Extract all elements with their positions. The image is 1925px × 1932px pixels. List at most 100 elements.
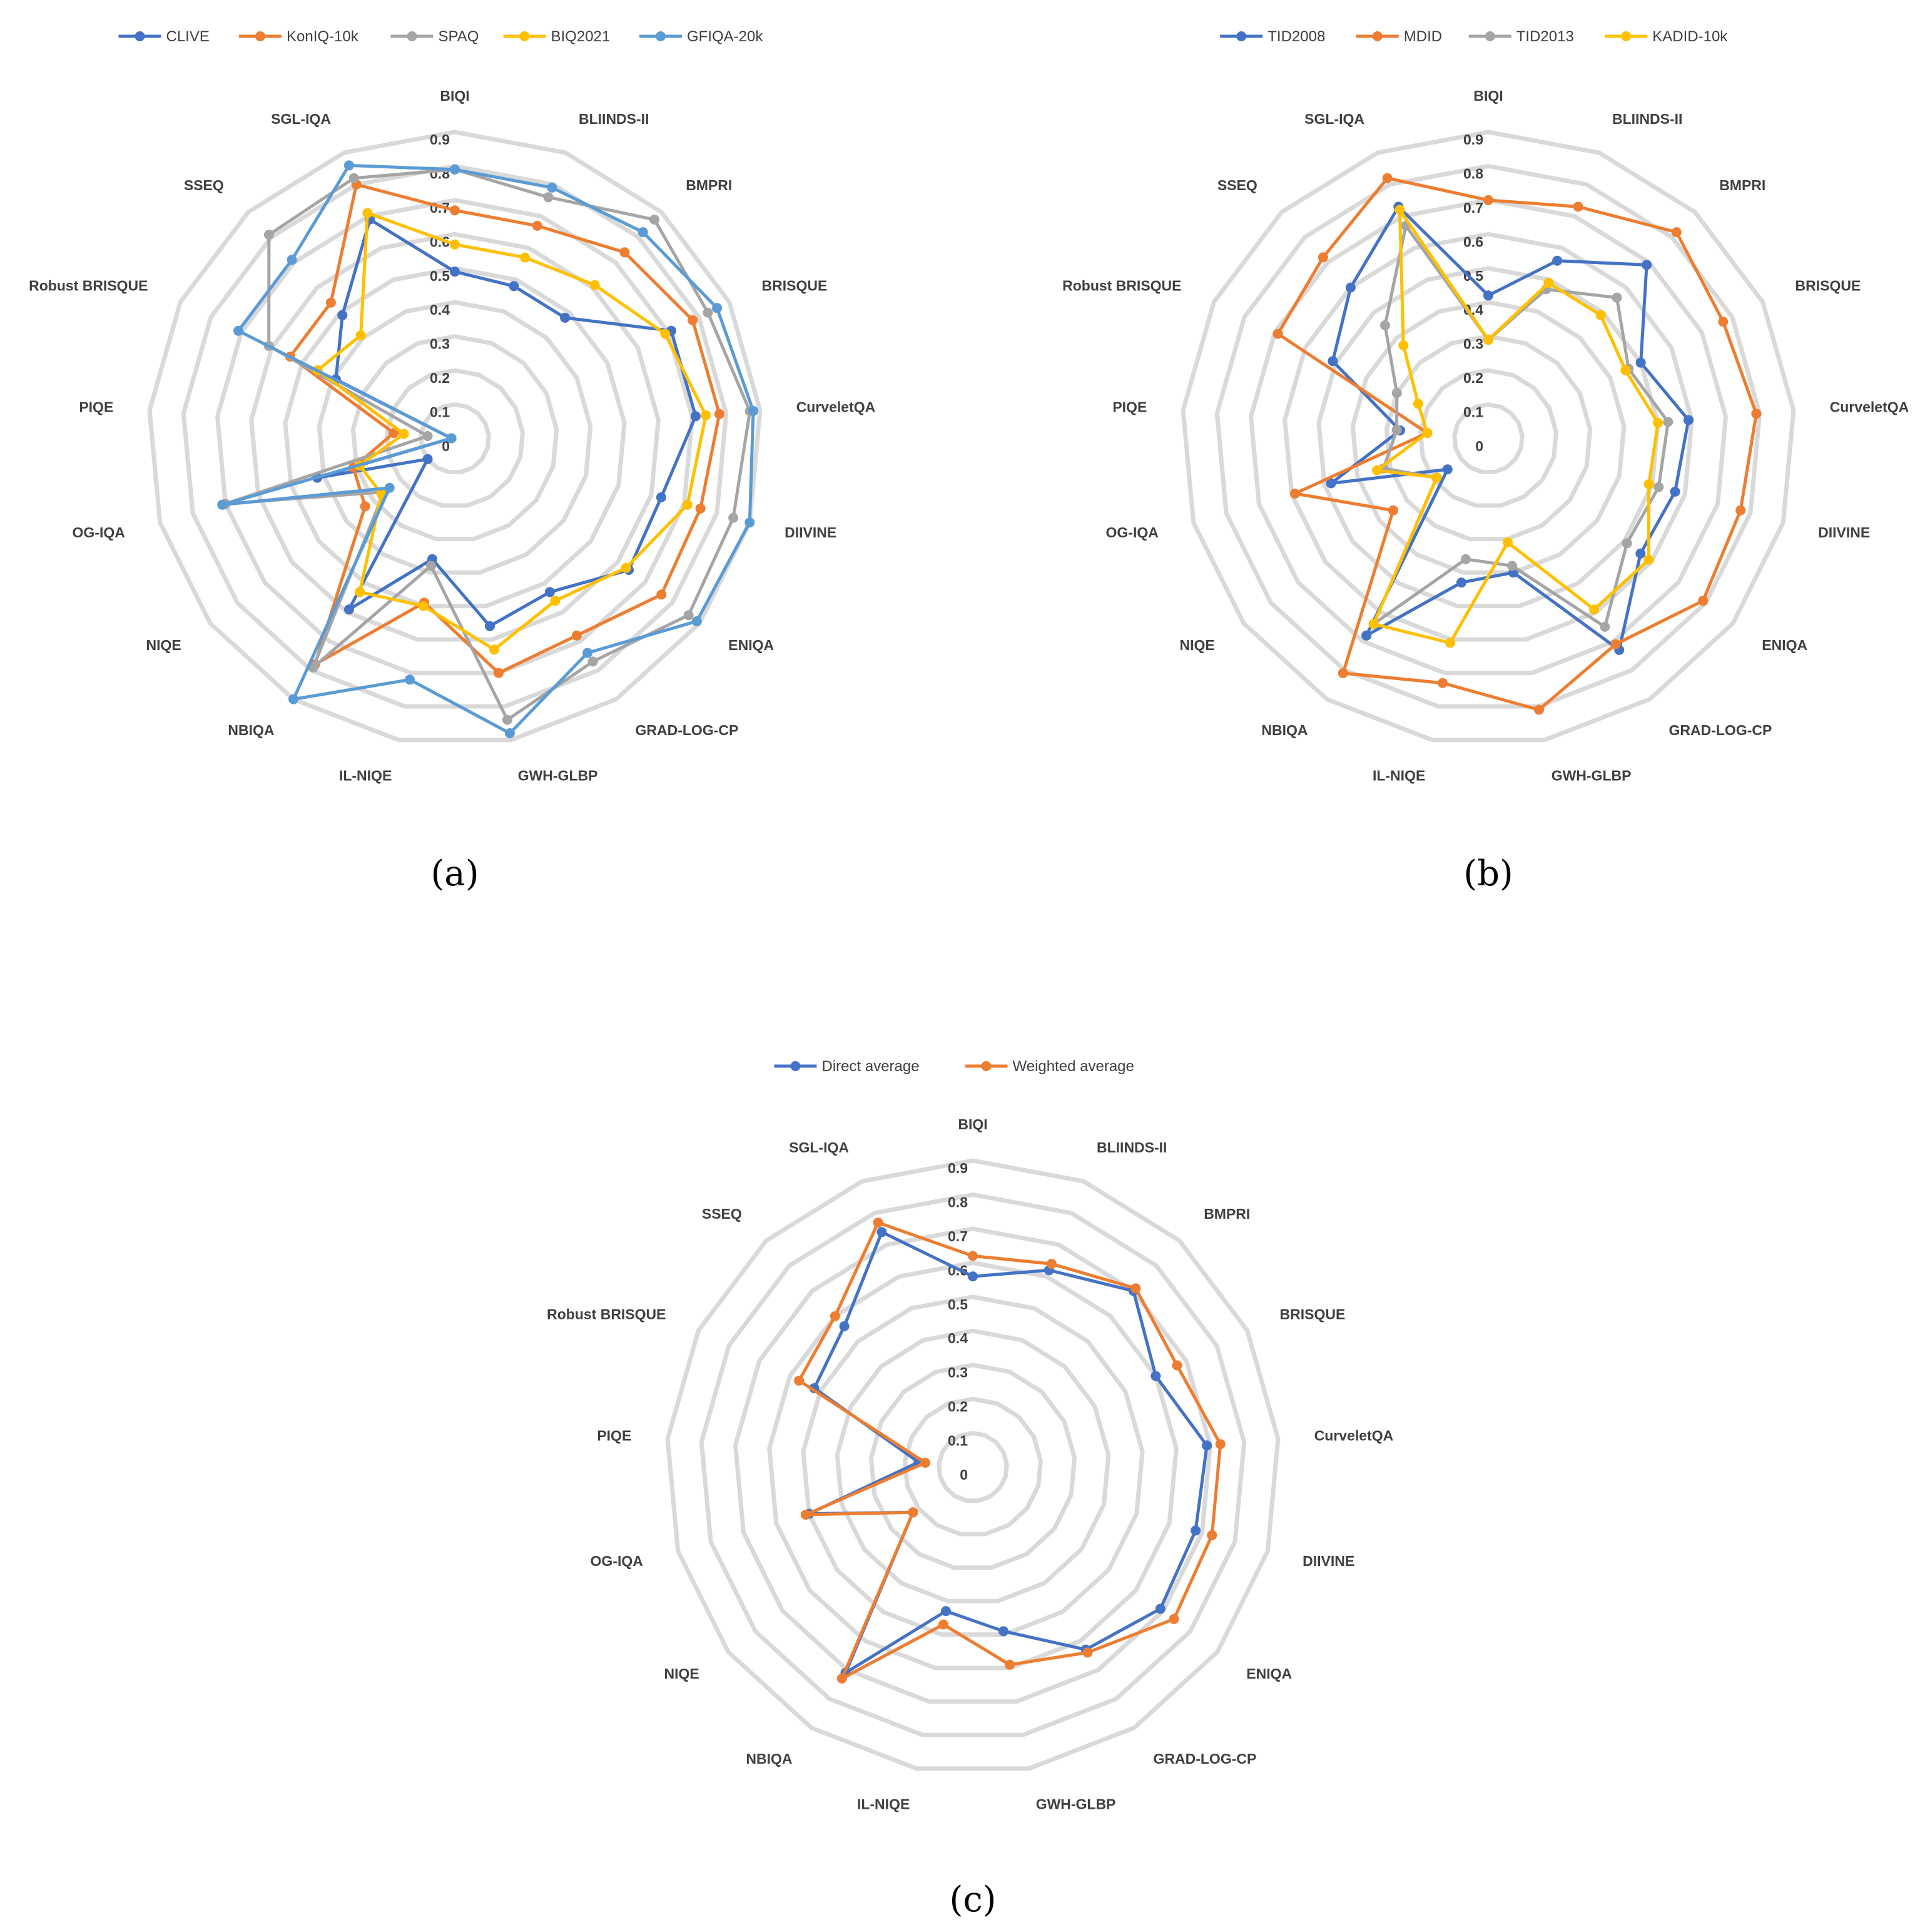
- grid-ring: [903, 1396, 1043, 1537]
- legend-item-kadid-10k: KADID-10k: [1605, 28, 1728, 45]
- data-point: [1483, 195, 1493, 205]
- axis-label-gwh-glbp: GWH-GLBP: [1036, 1796, 1116, 1813]
- data-point: [450, 205, 460, 216]
- data-point: [1361, 630, 1372, 641]
- tick-label: 0: [960, 1467, 968, 1483]
- legend-marker: [1236, 31, 1247, 41]
- data-point: [714, 409, 724, 419]
- data-point: [422, 431, 433, 441]
- grid-ring: [1214, 163, 1762, 709]
- grid-ring: [181, 163, 729, 709]
- data-point: [544, 587, 555, 597]
- data-point: [938, 1619, 948, 1630]
- data-point: [587, 656, 598, 667]
- data-point: [384, 482, 395, 493]
- data-point: [337, 310, 348, 320]
- data-point: [520, 252, 531, 263]
- data-point: [1483, 335, 1493, 345]
- grid-ring: [835, 1328, 1111, 1604]
- data-point: [389, 428, 399, 438]
- axis-label-curveletqa: CurveletQA: [1314, 1427, 1394, 1443]
- data-point: [355, 330, 366, 340]
- legend-marker: [981, 1061, 992, 1071]
- grid-ring: [665, 1158, 1281, 1771]
- data-point: [263, 230, 274, 240]
- data-point: [1445, 638, 1455, 648]
- data-point: [656, 589, 667, 600]
- grid-ring: [1452, 402, 1525, 474]
- tick-label: 0.3: [430, 336, 450, 352]
- data-point: [1391, 425, 1402, 435]
- data-point: [550, 596, 561, 606]
- axis-label-niqe: NIQE: [664, 1665, 699, 1682]
- axis-label-robust-brisque: Robust BRISQUE: [1062, 278, 1181, 294]
- data-point: [619, 247, 630, 258]
- data-point: [1653, 482, 1664, 492]
- data-point: [1155, 1604, 1166, 1614]
- data-point: [968, 1251, 978, 1261]
- data-point: [399, 429, 409, 439]
- data-point: [1046, 1259, 1057, 1269]
- legend-marker: [1621, 31, 1632, 41]
- grid-ring: [1249, 198, 1728, 676]
- axis-label-biqi: BIQI: [440, 88, 469, 104]
- data-point: [908, 1507, 918, 1518]
- data-point: [582, 648, 593, 658]
- data-point: [1735, 505, 1746, 516]
- data-point: [649, 215, 660, 225]
- data-point: [450, 267, 460, 277]
- data-point: [876, 1227, 887, 1238]
- series-direct-average: [804, 1227, 1212, 1678]
- data-point: [660, 328, 671, 339]
- data-point: [1683, 415, 1694, 425]
- grid-ring: [767, 1260, 1179, 1670]
- data-point: [830, 1311, 840, 1321]
- legend-label: CLIVE: [166, 28, 210, 45]
- data-point: [360, 501, 370, 512]
- data-point: [748, 405, 759, 416]
- series-line: [223, 168, 752, 721]
- axis-label-piqe: PIQE: [1112, 399, 1147, 415]
- grid-ring: [283, 266, 627, 609]
- legend-label: MDID: [1404, 28, 1442, 45]
- data-point: [450, 164, 460, 175]
- axis-label-grad-log-cp: GRAD-LOG-CP: [1154, 1751, 1257, 1767]
- data-point: [1670, 486, 1680, 497]
- data-point: [701, 410, 711, 420]
- data-point: [405, 674, 415, 685]
- axis-label-il-niqe: IL-NIQE: [857, 1796, 910, 1813]
- legend: CLIVE KonIQ-10k SPAQ BIQ2021 GFIQA-20k: [118, 28, 763, 45]
- axis-label-diivine: DIIVINE: [785, 524, 836, 541]
- legend-label: TID2013: [1516, 28, 1574, 45]
- data-point: [1600, 621, 1610, 632]
- data-point: [446, 433, 457, 444]
- panel-label: (b): [1463, 853, 1513, 894]
- axis-label-biqi: BIQI: [1473, 88, 1503, 104]
- data-point: [1438, 678, 1448, 688]
- data-point: [800, 1510, 811, 1520]
- axis-label-gwh-glbp: GWH-GLBP: [1552, 768, 1632, 784]
- data-point: [1643, 554, 1654, 565]
- data-point: [690, 411, 701, 422]
- data-point: [1082, 1647, 1093, 1658]
- series-clive: [312, 214, 701, 631]
- data-point: [728, 512, 739, 523]
- data-point: [532, 220, 542, 231]
- data-point: [1150, 1371, 1161, 1381]
- legend: TID2008 MDID TID2013 KADID-10k: [1220, 28, 1728, 45]
- tick-label: 0.8: [1463, 165, 1483, 181]
- grid-ring: [1282, 231, 1694, 642]
- tick-label: 0.2: [430, 370, 450, 386]
- axis-label-sgl-iqa: SGL-IQA: [271, 111, 331, 127]
- data-point: [1456, 577, 1466, 588]
- data-point: [682, 499, 693, 510]
- legend-label: KonIQ-10k: [287, 28, 359, 45]
- legend-label: TID2008: [1267, 28, 1325, 45]
- grid-ring: [215, 198, 694, 676]
- axis-label-bmpri: BMPRI: [686, 177, 732, 193]
- axis-label-grad-log-cp: GRAD-LOG-CP: [1669, 722, 1772, 738]
- data-point: [343, 160, 354, 171]
- axis-label-bmpri: BMPRI: [1204, 1206, 1250, 1222]
- grid-ring: [733, 1226, 1212, 1704]
- axis-label-sseq: SSEQ: [184, 177, 224, 193]
